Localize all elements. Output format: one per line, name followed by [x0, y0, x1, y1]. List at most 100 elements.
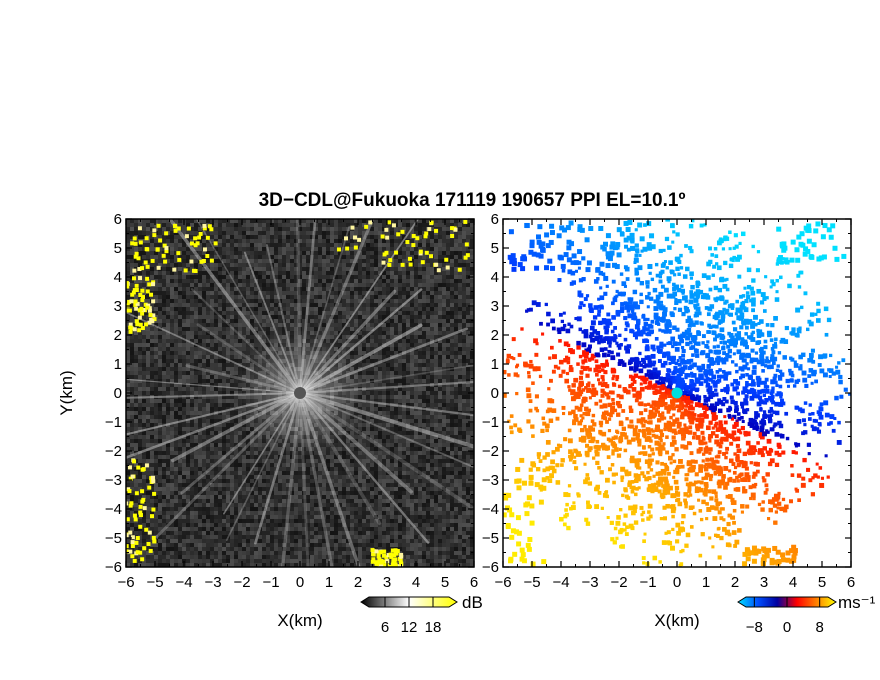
reflectivity-pixel: [422, 355, 426, 359]
reflectivity-pixel: [466, 415, 470, 419]
reflectivity-pixel: [414, 339, 418, 343]
reflectivity-pixel: [182, 371, 186, 375]
reflectivity-pixel: [162, 251, 166, 255]
reflectivity-pixel: [414, 435, 418, 439]
reflectivity-pixel: [194, 431, 198, 435]
reflectivity-pixel: [182, 247, 186, 251]
reflectivity-pixel: [450, 359, 454, 363]
reflectivity-pixel: [142, 279, 146, 283]
reflectivity-pixel: [454, 287, 458, 291]
reflectivity-pixel: [138, 247, 142, 251]
reflectivity-pixel: [246, 323, 250, 327]
reflectivity-pixel: [390, 439, 394, 443]
reflectivity-pixel: [470, 399, 474, 403]
reflectivity-pixel: [154, 395, 158, 399]
reflectivity-pixel: [354, 343, 358, 347]
reflectivity-pixel: [182, 339, 186, 343]
reflectivity-pixel: [402, 399, 406, 403]
reflectivity-pixel: [294, 219, 298, 223]
reflectivity-pixel: [174, 279, 178, 283]
reflectivity-pixel: [434, 339, 438, 343]
reflectivity-pixel: [194, 347, 198, 351]
reflectivity-pixel: [182, 383, 186, 387]
reflectivity-pixel: [138, 387, 142, 391]
reflectivity-pixel: [206, 431, 210, 435]
reflectivity-pixel: [206, 251, 210, 255]
reflectivity-pixel: [454, 379, 458, 383]
reflectivity-pixel: [426, 291, 430, 295]
reflectivity-pixel: [278, 235, 282, 239]
reflectivity-pixel: [398, 267, 402, 271]
reflectivity-pixel: [142, 319, 146, 323]
reflectivity-pixel: [142, 275, 146, 279]
reflectivity-pixel: [154, 363, 158, 367]
reflectivity-pixel: [314, 243, 318, 247]
reflectivity-pixel: [406, 283, 410, 287]
reflectivity-pixel: [182, 411, 186, 415]
reflectivity-pixel: [198, 447, 202, 451]
reflectivity-pixel: [186, 375, 190, 379]
reflectivity-pixel: [370, 307, 374, 311]
reflectivity-pixel: [406, 387, 410, 391]
reflectivity-pixel: [146, 415, 150, 419]
reflectivity-pixel: [406, 351, 410, 355]
reflectivity-pixel: [182, 291, 186, 295]
reflectivity-pixel: [262, 319, 266, 323]
reflectivity-pixel: [230, 383, 234, 387]
reflectivity-pixel: [390, 399, 394, 403]
reflectivity-pixel: [394, 315, 398, 319]
reflectivity-pixel: [354, 327, 358, 331]
reflectivity-pixel: [306, 291, 310, 295]
reflectivity-pixel: [254, 227, 258, 231]
reflectivity-pixel: [234, 415, 238, 419]
reflectivity-pixel: [178, 419, 182, 423]
reflectivity-pixel: [458, 227, 462, 231]
reflectivity-pixel: [362, 391, 366, 395]
reflectivity-pixel: [414, 251, 418, 255]
reflectivity-pixel: [454, 411, 458, 415]
reflectivity-pixel: [350, 251, 354, 255]
reflectivity-pixel: [402, 407, 406, 411]
reflectivity-pixel: [446, 263, 450, 267]
reflectivity-pixel: [194, 351, 198, 355]
reflectivity-pixel: [330, 267, 334, 271]
reflectivity-pixel: [126, 411, 130, 415]
reflectivity-pixel: [238, 359, 242, 363]
reflectivity-pixel: [430, 311, 434, 315]
reflectivity-pixel: [218, 239, 222, 243]
reflectivity-pixel: [206, 403, 210, 407]
reflectivity-pixel: [394, 379, 398, 383]
reflectivity-pixel: [350, 303, 354, 307]
reflectivity-pixel: [374, 415, 378, 419]
reflectivity-pixel: [430, 331, 434, 335]
reflectivity-pixel: [350, 235, 354, 239]
reflectivity-pixel: [182, 419, 186, 423]
reflectivity-pixel: [350, 435, 354, 439]
reflectivity-pixel: [246, 267, 250, 271]
reflectivity-pixel: [394, 383, 398, 387]
reflectivity-pixel: [346, 311, 350, 315]
reflectivity-pixel: [150, 323, 154, 327]
reflectivity-pixel: [150, 239, 154, 243]
reflectivity-pixel: [418, 407, 422, 411]
reflectivity-pixel: [206, 331, 210, 335]
reflectivity-pixel: [374, 443, 378, 447]
reflectivity-pixel: [326, 331, 330, 335]
reflectivity-pixel: [274, 271, 278, 275]
reflectivity-pixel: [366, 271, 370, 275]
reflectivity-pixel: [126, 335, 130, 339]
reflectivity-pixel: [410, 387, 414, 391]
reflectivity-pixel: [450, 371, 454, 375]
reflectivity-pixel: [166, 223, 170, 227]
reflectivity-pixel: [334, 287, 338, 291]
reflectivity-pixel: [278, 267, 282, 271]
reflectivity-pixel: [466, 367, 470, 371]
reflectivity-pixel: [190, 383, 194, 387]
reflectivity-pixel: [170, 235, 174, 239]
reflectivity-pixel: [394, 387, 398, 391]
reflectivity-pixel: [246, 335, 250, 339]
reflectivity-pixel: [170, 379, 174, 383]
reflectivity-pixel: [266, 227, 270, 231]
reflectivity-pixel: [214, 247, 218, 251]
reflectivity-pixel: [470, 235, 474, 239]
